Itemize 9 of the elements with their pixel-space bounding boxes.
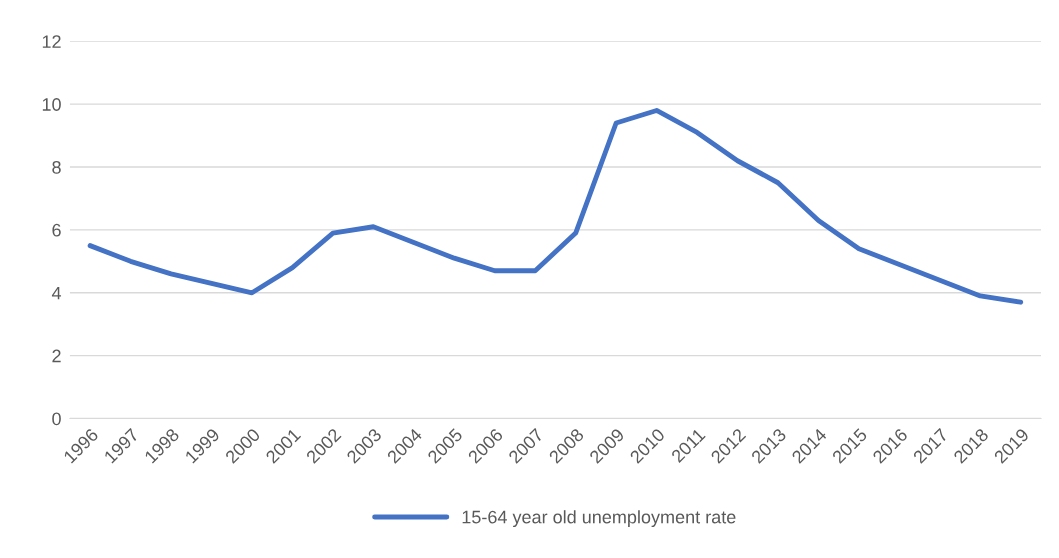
y-tick-label: 12 <box>42 35 61 48</box>
y-tick-label: 10 <box>42 98 61 111</box>
y-tick-label: 8 <box>52 160 61 174</box>
y-tick-label: 0 <box>52 412 61 426</box>
y-tick-label: 4 <box>51 286 62 300</box>
y-tick-label: 6 <box>52 223 61 237</box>
legend-label: 15-64 year old unemployment rate <box>462 510 736 528</box>
y-tick-label: 2 <box>52 349 61 363</box>
line-series <box>87 108 1024 305</box>
